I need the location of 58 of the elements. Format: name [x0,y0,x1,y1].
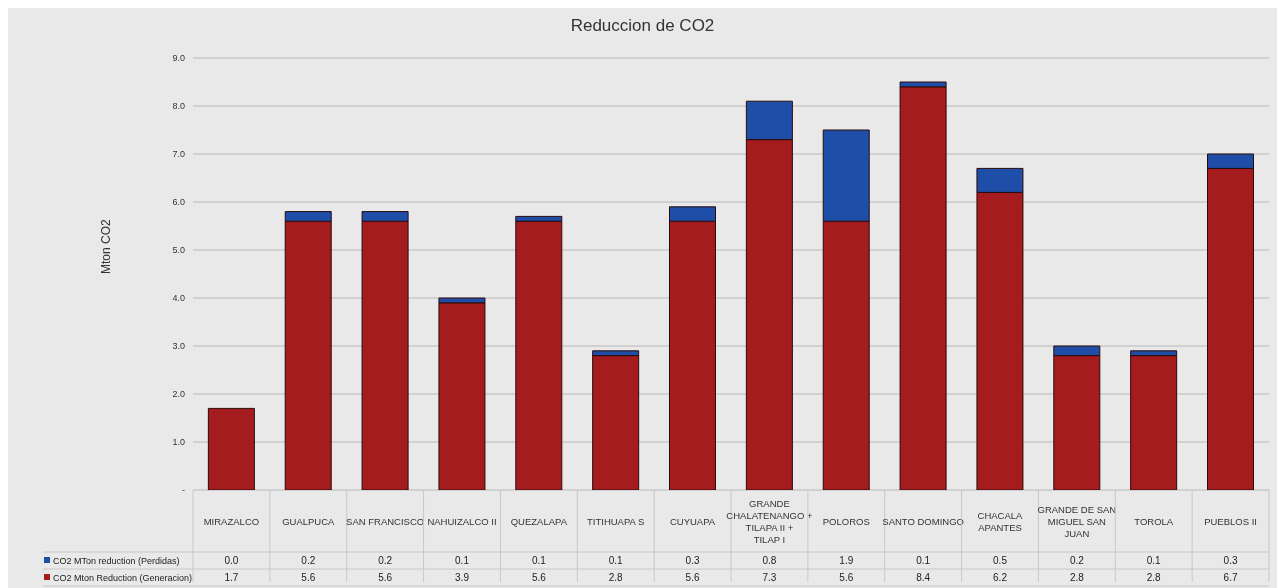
data-label: 0.5 [993,555,1008,566]
data-label: 0.8 [762,555,777,566]
x-tick-label: MIRAZALCO [203,516,260,527]
data-label: 0.2 [1069,555,1085,566]
y-tick-label: 1.0 [172,437,185,448]
x-tick-label: QUEZALAPA [510,516,568,527]
chart-title: Reduccion de CO2 [569,15,716,37]
data-label: 0.1 [916,555,931,566]
y-tick-label: 3.0 [172,341,185,352]
data-label: 6.7 [1223,572,1238,583]
data-label: 3.9 [455,572,470,583]
data-label: 5.6 [301,572,316,583]
y-tick-label: 9.0 [172,53,185,64]
data-label: 5.6 [839,572,854,583]
x-tick-label: POLOROS [822,516,870,527]
data-label: 6.2 [993,572,1008,583]
x-tick-label: TOROLA [1134,516,1174,527]
y-axis-title: Mton CO2 [99,218,114,274]
y-tick-label: 8.0 [172,101,185,112]
data-label: 2.8 [608,572,624,583]
data-label: 0.1 [608,555,624,566]
y-tick-label: 7.0 [172,149,185,160]
y-tick-label: 5.0 [172,245,185,256]
y-tick-label: 6.0 [172,197,185,208]
data-label: 5.6 [685,572,700,583]
y-tick-label: 4.0 [172,293,185,304]
x-tick-label: CUYUAPA [669,516,716,527]
data-label: 0.0 [224,555,239,566]
legend-label: CO2 Mton Reduction (Generacion) [53,573,193,583]
data-label: 0.2 [301,555,316,566]
x-tick-label: SANTO DOMINGO [882,516,964,527]
y-tick-label: - [182,485,185,496]
data-label: 5.6 [531,572,547,583]
x-tick-label: TITIHUAPA S [587,516,645,527]
x-tick-label: GRANDE DE SAN MIGUEL SAN JUAN [1037,504,1117,539]
bar [515,220,563,490]
x-tick-label: GRANDE CHALATENANGO + TILAPA II + TILAP I [726,498,813,545]
data-label: 2.8 [1069,572,1085,583]
x-tick-label: GUALPUCA [282,516,336,527]
data-label: 1.7 [224,572,239,583]
y-tick-label: 2.0 [172,389,185,400]
legend-label: CO2 MTon reduction (Perdidas) [53,556,180,566]
data-label: 7.3 [762,572,777,583]
x-tick-label: CHACALA APANTES [977,510,1024,533]
data-label: 0.1 [455,555,470,566]
data-label: 1.9 [839,555,854,566]
data-label: 0.1 [531,555,547,566]
data-label: 0.2 [378,555,393,566]
data-label: 0.3 [685,555,700,566]
data-label: 2.8 [1146,572,1162,583]
x-tick-label: PUEBLOS II [1204,516,1257,527]
data-label: 0.1 [1146,555,1162,566]
data-label: 0.3 [1223,555,1238,566]
bar [207,407,255,490]
data-label: 8.4 [916,572,931,583]
x-tick-label: SAN FRANCISCO [346,516,425,527]
data-label: 5.6 [378,572,393,583]
x-tick-label: NAHUIZALCO II [427,516,497,527]
